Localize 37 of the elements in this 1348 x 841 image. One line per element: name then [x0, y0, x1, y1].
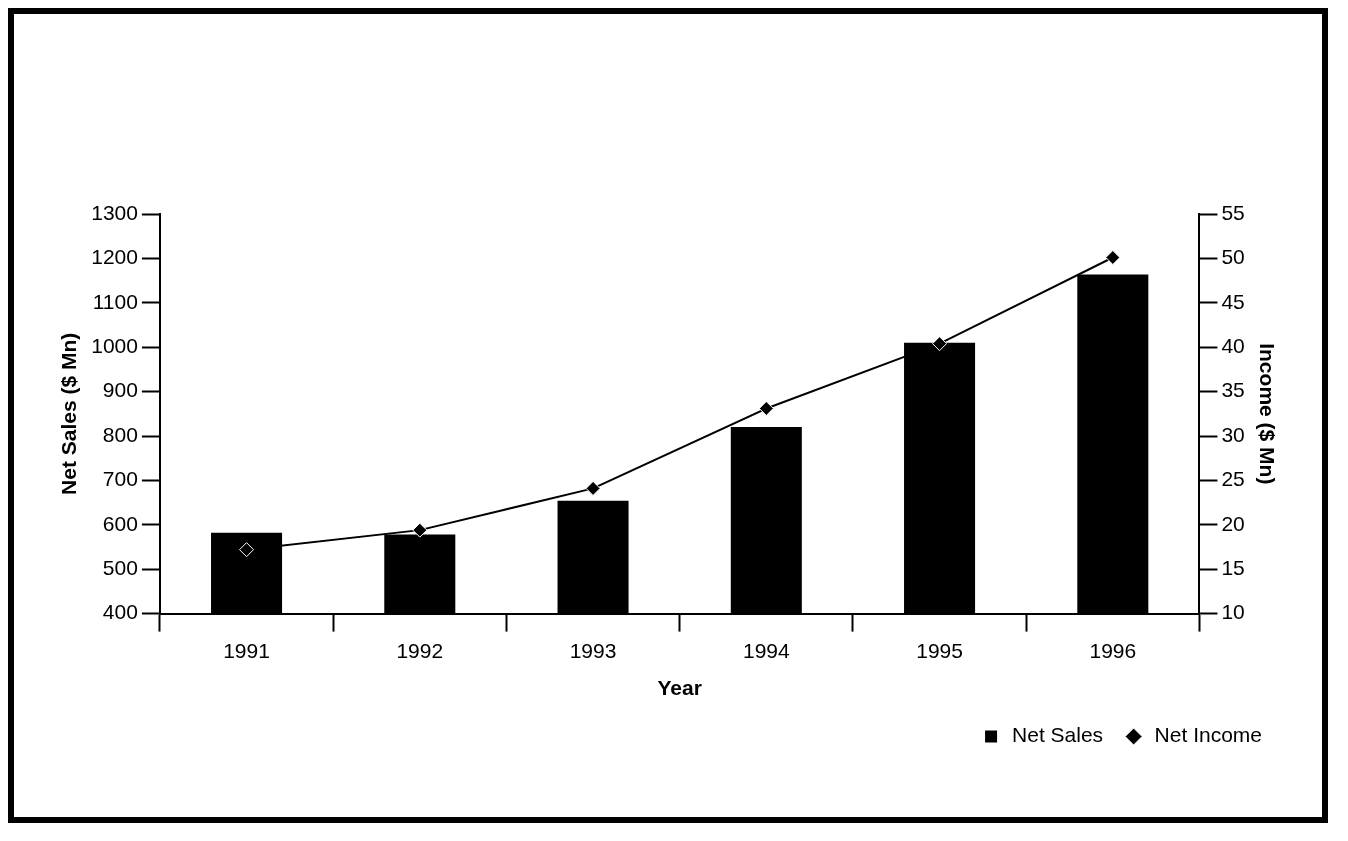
- y-tick-label: 1200: [91, 245, 138, 269]
- x-tick-label: 1995: [916, 639, 963, 662]
- legend-label: Net Sales: [1012, 723, 1104, 747]
- y2-axis-title: Income ($ Mn): [1255, 343, 1279, 485]
- y2-tick-label: 25: [1221, 467, 1245, 491]
- y2-tick-label: 35: [1221, 378, 1245, 402]
- y2-tick-label: 45: [1221, 289, 1245, 313]
- point: [412, 522, 428, 538]
- y-tick-label: 700: [102, 467, 138, 491]
- x-axis-title: Year: [657, 676, 702, 700]
- y-tick-label: 1100: [92, 289, 138, 313]
- y2-tick-label: 10: [1221, 600, 1245, 624]
- y-tick-label: 1300: [91, 200, 138, 224]
- point: [239, 542, 255, 558]
- point: [932, 336, 948, 352]
- point: [585, 480, 601, 496]
- y2-tick-label: 20: [1221, 511, 1245, 535]
- legend-label: Net Income: [1154, 723, 1263, 747]
- y2-tick-label: 15: [1221, 556, 1245, 579]
- y2-tick-label: 55: [1221, 200, 1245, 224]
- point: [1105, 250, 1121, 266]
- x-tick-label: 1992: [396, 639, 444, 662]
- y2-tick-label: 50: [1221, 245, 1245, 269]
- x-tick-label: 1994: [742, 639, 790, 662]
- x-tick-label: 1993: [569, 639, 617, 662]
- y-tick-label: 1000: [91, 334, 138, 357]
- y-tick-label: 800: [102, 422, 138, 446]
- x-tick-label: 1991: [223, 639, 270, 662]
- point: [758, 400, 774, 416]
- y-tick-label: 600: [102, 511, 138, 535]
- y-tick-label: 400: [102, 600, 138, 624]
- y-axis-title: Net Sales ($ Mn): [57, 332, 81, 495]
- y2-tick-label: 40: [1221, 334, 1245, 357]
- x-tick-label: 1996: [1089, 639, 1137, 662]
- y-tick-label: 900: [102, 378, 138, 402]
- y-tick-label: 500: [102, 556, 138, 579]
- y2-tick-label: 30: [1221, 422, 1245, 446]
